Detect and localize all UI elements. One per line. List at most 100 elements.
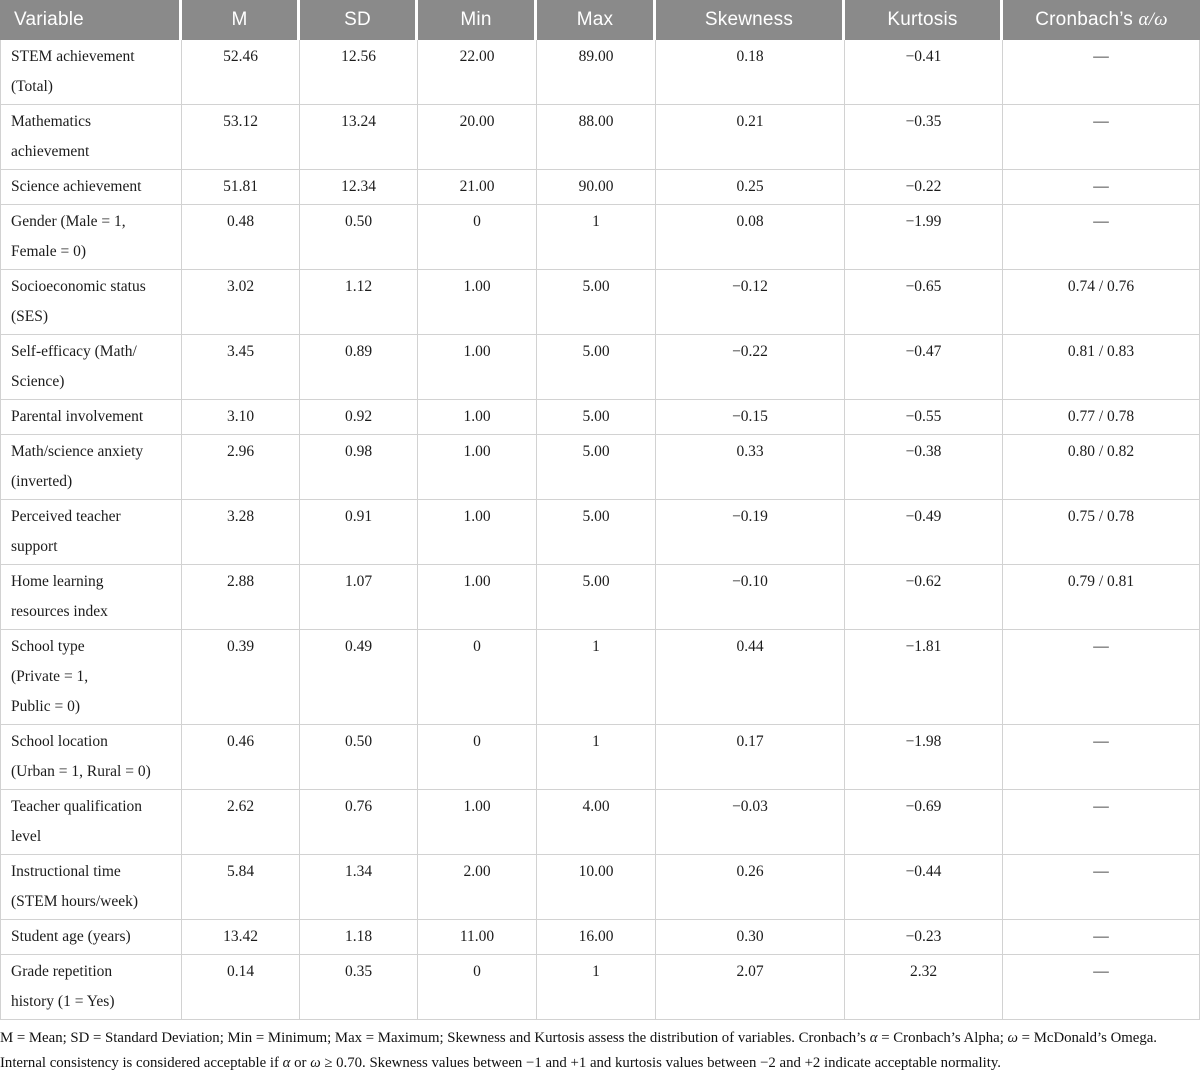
cell-variable: School type (Private = 1, Public = 0) [0, 630, 182, 725]
table-row: Self-efficacy (Math/ Science) 3.45 0.89 1.0… [0, 335, 1200, 400]
cell-cronbach: 0.79 / 0.81 [1003, 565, 1200, 630]
cell-skewness: 0.17 [656, 725, 845, 790]
cell-min: 0 [418, 725, 537, 790]
table-row: Student age (years) 13.42 1.18 11.00 16.00 0.… [0, 920, 1200, 955]
col-header-cronbach: Cronbach’s α/ω [1003, 0, 1200, 40]
cell-m: 3.02 [182, 270, 300, 335]
cell-cronbach: — [1003, 790, 1200, 855]
cell-max: 16.00 [537, 920, 656, 955]
cell-variable: Instructional time (STEM hours/week) [0, 855, 182, 920]
cell-sd: 0.91 [300, 500, 418, 565]
cell-kurtosis: −1.81 [845, 630, 1003, 725]
cell-sd: 1.18 [300, 920, 418, 955]
cell-m: 0.48 [182, 205, 300, 270]
cell-max: 5.00 [537, 500, 656, 565]
cell-kurtosis: −0.62 [845, 565, 1003, 630]
cell-kurtosis: −0.22 [845, 170, 1003, 205]
cell-kurtosis: −0.65 [845, 270, 1003, 335]
cell-skewness: −0.22 [656, 335, 845, 400]
table-row: Home learning resources index 2.88 1.07 1.0… [0, 565, 1200, 630]
cell-m: 52.46 [182, 40, 300, 105]
cell-min: 0 [418, 955, 537, 1020]
cell-kurtosis: −0.35 [845, 105, 1003, 170]
cell-max: 5.00 [537, 435, 656, 500]
cell-sd: 1.12 [300, 270, 418, 335]
table-row: Science achievement 51.81 12.34 21.00 90.00 0… [0, 170, 1200, 205]
cell-kurtosis: −1.99 [845, 205, 1003, 270]
cell-variable: Socioeconomic status (SES) [0, 270, 182, 335]
cell-sd: 0.49 [300, 630, 418, 725]
cell-max: 90.00 [537, 170, 656, 205]
cell-cronbach: — [1003, 105, 1200, 170]
cell-variable: Self-efficacy (Math/ Science) [0, 335, 182, 400]
table-row: STEM achievement (Total) 52.46 12.56 22.00 8… [0, 40, 1200, 105]
cell-m: 3.28 [182, 500, 300, 565]
cell-skewness: 0.30 [656, 920, 845, 955]
cell-sd: 1.07 [300, 565, 418, 630]
cell-skewness: −0.12 [656, 270, 845, 335]
cell-kurtosis: −0.44 [845, 855, 1003, 920]
cell-skewness: −0.19 [656, 500, 845, 565]
cell-cronbach: — [1003, 955, 1200, 1020]
cell-max: 5.00 [537, 270, 656, 335]
cell-sd: 12.56 [300, 40, 418, 105]
cell-max: 1 [537, 955, 656, 1020]
cell-sd: 13.24 [300, 105, 418, 170]
cell-m: 13.42 [182, 920, 300, 955]
cell-max: 1 [537, 205, 656, 270]
cell-kurtosis: 2.32 [845, 955, 1003, 1020]
col-header-kurtosis: Kurtosis [845, 0, 1003, 40]
cell-kurtosis: −0.23 [845, 920, 1003, 955]
cell-max: 4.00 [537, 790, 656, 855]
cell-min: 0 [418, 630, 537, 725]
cell-max: 5.00 [537, 400, 656, 435]
cell-variable: School location (Urban = 1, Rural = 0) [0, 725, 182, 790]
cell-max: 5.00 [537, 565, 656, 630]
cell-min: 22.00 [418, 40, 537, 105]
table-row: Perceived teacher support 3.28 0.91 1.00 5.0… [0, 500, 1200, 565]
col-header-m: M [182, 0, 300, 40]
cell-min: 11.00 [418, 920, 537, 955]
cell-skewness: 0.44 [656, 630, 845, 725]
cell-max: 89.00 [537, 40, 656, 105]
cell-skewness: 0.26 [656, 855, 845, 920]
cell-m: 3.10 [182, 400, 300, 435]
cell-cronbach: 0.80 / 0.82 [1003, 435, 1200, 500]
cell-variable: Mathematics achievement [0, 105, 182, 170]
cell-min: 2.00 [418, 855, 537, 920]
cell-m: 2.62 [182, 790, 300, 855]
cell-kurtosis: −0.47 [845, 335, 1003, 400]
cell-variable: Math/science anxiety (inverted) [0, 435, 182, 500]
cell-cronbach: — [1003, 205, 1200, 270]
cell-variable: Home learning resources index [0, 565, 182, 630]
cell-sd: 0.76 [300, 790, 418, 855]
cell-variable: STEM achievement (Total) [0, 40, 182, 105]
cell-cronbach: — [1003, 170, 1200, 205]
cell-skewness: 2.07 [656, 955, 845, 1020]
header-row: Variable M SD Min Max Skewness Kurtosis Cronbac… [0, 0, 1200, 40]
cell-min: 21.00 [418, 170, 537, 205]
cell-sd: 0.89 [300, 335, 418, 400]
cell-min: 1.00 [418, 565, 537, 630]
cell-kurtosis: −0.69 [845, 790, 1003, 855]
cell-variable: Perceived teacher support [0, 500, 182, 565]
cell-variable: Science achievement [0, 170, 182, 205]
cell-kurtosis: −1.98 [845, 725, 1003, 790]
cell-skewness: 0.25 [656, 170, 845, 205]
table-row: Socioeconomic status (SES) 3.02 1.12 1.00 5.… [0, 270, 1200, 335]
cell-cronbach: — [1003, 920, 1200, 955]
cell-m: 0.46 [182, 725, 300, 790]
cell-skewness: −0.10 [656, 565, 845, 630]
cell-m: 0.39 [182, 630, 300, 725]
cell-variable: Grade repetition history (1 = Yes) [0, 955, 182, 1020]
cell-m: 5.84 [182, 855, 300, 920]
col-header-variable: Variable [0, 0, 182, 40]
cell-m: 53.12 [182, 105, 300, 170]
table-row: Mathematics achievement 53.12 13.24 20.00 88… [0, 105, 1200, 170]
descriptive-statistics-table: Variable M SD Min Max Skewness Kurtosis Cronbac… [0, 0, 1200, 1020]
cell-cronbach: 0.77 / 0.78 [1003, 400, 1200, 435]
cell-kurtosis: −0.41 [845, 40, 1003, 105]
cell-max: 88.00 [537, 105, 656, 170]
cell-min: 0 [418, 205, 537, 270]
